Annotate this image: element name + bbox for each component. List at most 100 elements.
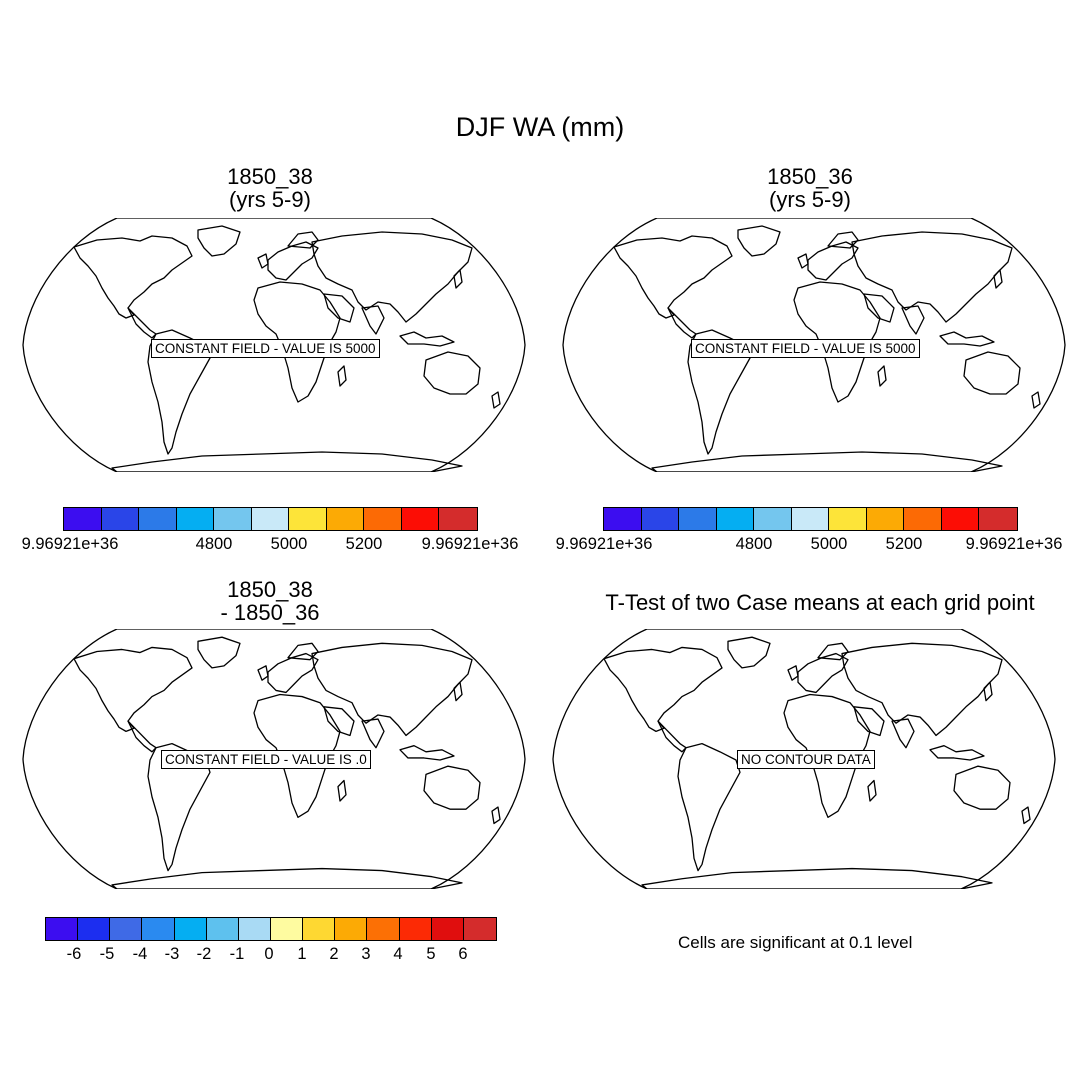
coastline	[491, 806, 501, 825]
panel-title-top-right: 1850_36 (yrs 5-9)	[710, 165, 910, 211]
coastline	[963, 351, 1021, 395]
coastline	[853, 706, 885, 737]
coastline	[797, 253, 809, 269]
colorbar-cell	[716, 508, 755, 530]
panel-title-line: - 1850_36	[220, 600, 320, 625]
colorbar-label: 4800	[735, 535, 773, 553]
colorbar-cell	[110, 918, 143, 940]
coastline	[323, 293, 355, 323]
colorbar-cell	[238, 918, 271, 940]
colorbar-cell	[335, 918, 368, 940]
coastline	[867, 779, 877, 802]
coastline	[491, 391, 501, 409]
colorbar-label: -4	[132, 945, 148, 963]
main-title: DJF WA (mm)	[455, 112, 625, 142]
coastline	[993, 269, 1003, 289]
coastline	[73, 646, 193, 733]
coastline	[257, 253, 269, 269]
colorbar-cell	[142, 918, 175, 940]
coastline	[361, 718, 385, 749]
coastline	[423, 765, 481, 810]
coastline	[851, 231, 1013, 323]
colorbar-cell	[101, 508, 140, 530]
colorbar-cell	[139, 508, 177, 530]
panel-title-top-left: 1850_38 (yrs 5-9)	[170, 165, 370, 211]
coastline	[863, 293, 895, 323]
coastline	[111, 451, 463, 472]
colorbar-label: 9.96921e+36	[965, 535, 1063, 553]
info-box-top-left: CONSTANT FIELD - VALUE IS 5000	[151, 339, 380, 358]
colorbar-label: -5	[99, 945, 115, 963]
colorbar-cell	[64, 508, 102, 530]
coastline	[453, 681, 463, 702]
colorbar-cell	[679, 508, 717, 530]
colorbar-label: 9.96921e+36	[21, 535, 119, 553]
colorbar-label: 4800	[195, 535, 233, 553]
coastline	[287, 642, 319, 661]
coastline	[197, 636, 241, 669]
coastline	[797, 652, 849, 694]
coastline	[783, 693, 871, 819]
info-box-top-right: CONSTANT FIELD - VALUE IS 5000	[691, 339, 920, 358]
colorbar-cell	[401, 508, 440, 530]
coastline	[677, 742, 741, 872]
colorbar-cell	[176, 508, 215, 530]
colorbar-top-left	[63, 507, 478, 531]
panel-title-line: (yrs 5-9)	[229, 187, 311, 212]
coastline	[267, 652, 319, 694]
colorbar-cell	[829, 508, 867, 530]
colorbar-cell	[214, 508, 252, 530]
coastline	[399, 745, 455, 761]
coastline	[323, 706, 355, 737]
colorbar-label: 0	[264, 945, 274, 963]
colorbar-cell	[78, 918, 111, 940]
info-box-bottom-right: NO CONTOUR DATA	[737, 750, 875, 769]
colorbar-cell	[303, 918, 336, 940]
colorbar-label: -6	[66, 945, 82, 963]
coastline	[727, 636, 771, 669]
coastline	[267, 241, 319, 281]
coastline	[651, 451, 1003, 472]
colorbar-cell	[326, 508, 365, 530]
coastline	[807, 241, 859, 281]
coastline	[891, 718, 915, 749]
coastline	[453, 269, 463, 289]
colorbar-label: 3	[361, 945, 371, 963]
coastline	[311, 231, 473, 323]
coastline	[841, 642, 1003, 737]
colorbar-label: 9.96921e+36	[555, 535, 653, 553]
colorbar-cell	[866, 508, 905, 530]
colorbar-cell	[399, 918, 432, 940]
colorbar-cell	[46, 918, 79, 940]
ttest-title: T-Test of two Case means at each grid po…	[605, 590, 1035, 615]
coastline	[1021, 806, 1031, 825]
colorbar-label: 5200	[885, 535, 923, 553]
colorbar-label: 5200	[345, 535, 383, 553]
coastline	[257, 665, 269, 681]
coastline	[901, 305, 925, 335]
colorbar-top-right	[603, 507, 1018, 531]
colorbar-label: 6	[458, 945, 468, 963]
coastline	[337, 365, 347, 387]
coastline	[287, 231, 319, 249]
coastline	[983, 681, 993, 702]
colorbar-cell	[364, 508, 402, 530]
coastline	[111, 867, 463, 889]
coastline	[253, 693, 341, 819]
colorbar-cell	[431, 918, 464, 940]
coastline	[641, 867, 993, 889]
coastline	[73, 235, 193, 319]
colorbar-label: -3	[164, 945, 180, 963]
coastline	[399, 331, 455, 347]
coastline	[877, 365, 887, 387]
colorbar-label: 5	[426, 945, 436, 963]
colorbar-cell	[604, 508, 642, 530]
colorbar-cell	[979, 508, 1017, 530]
coastline	[953, 765, 1011, 810]
info-box-bottom-left: CONSTANT FIELD - VALUE IS .0	[161, 750, 371, 769]
colorbar-cell	[641, 508, 680, 530]
colorbar-cell	[367, 918, 400, 940]
colorbar-cell	[463, 918, 496, 940]
coastline	[423, 351, 481, 395]
significance-note: Cells are significant at 0.1 level	[678, 933, 913, 952]
